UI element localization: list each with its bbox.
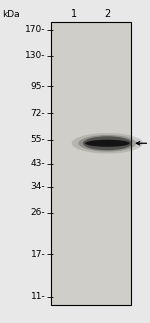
Text: 130-: 130- — [25, 51, 45, 60]
Ellipse shape — [78, 135, 136, 151]
Text: 26-: 26- — [31, 208, 45, 217]
Text: 55-: 55- — [31, 135, 45, 144]
Text: 17-: 17- — [31, 250, 45, 259]
Text: 72-: 72- — [31, 109, 45, 118]
Ellipse shape — [72, 133, 143, 153]
Text: 34-: 34- — [31, 182, 45, 191]
Text: 1: 1 — [71, 9, 77, 19]
Text: 43-: 43- — [31, 159, 45, 168]
Text: 170-: 170- — [25, 25, 45, 34]
Text: kDa: kDa — [2, 10, 20, 19]
Bar — [51, 22, 131, 305]
Ellipse shape — [85, 140, 130, 147]
Ellipse shape — [83, 136, 132, 150]
Text: 2: 2 — [104, 9, 111, 19]
Text: 11-: 11- — [31, 292, 45, 301]
Text: 95-: 95- — [31, 82, 45, 91]
